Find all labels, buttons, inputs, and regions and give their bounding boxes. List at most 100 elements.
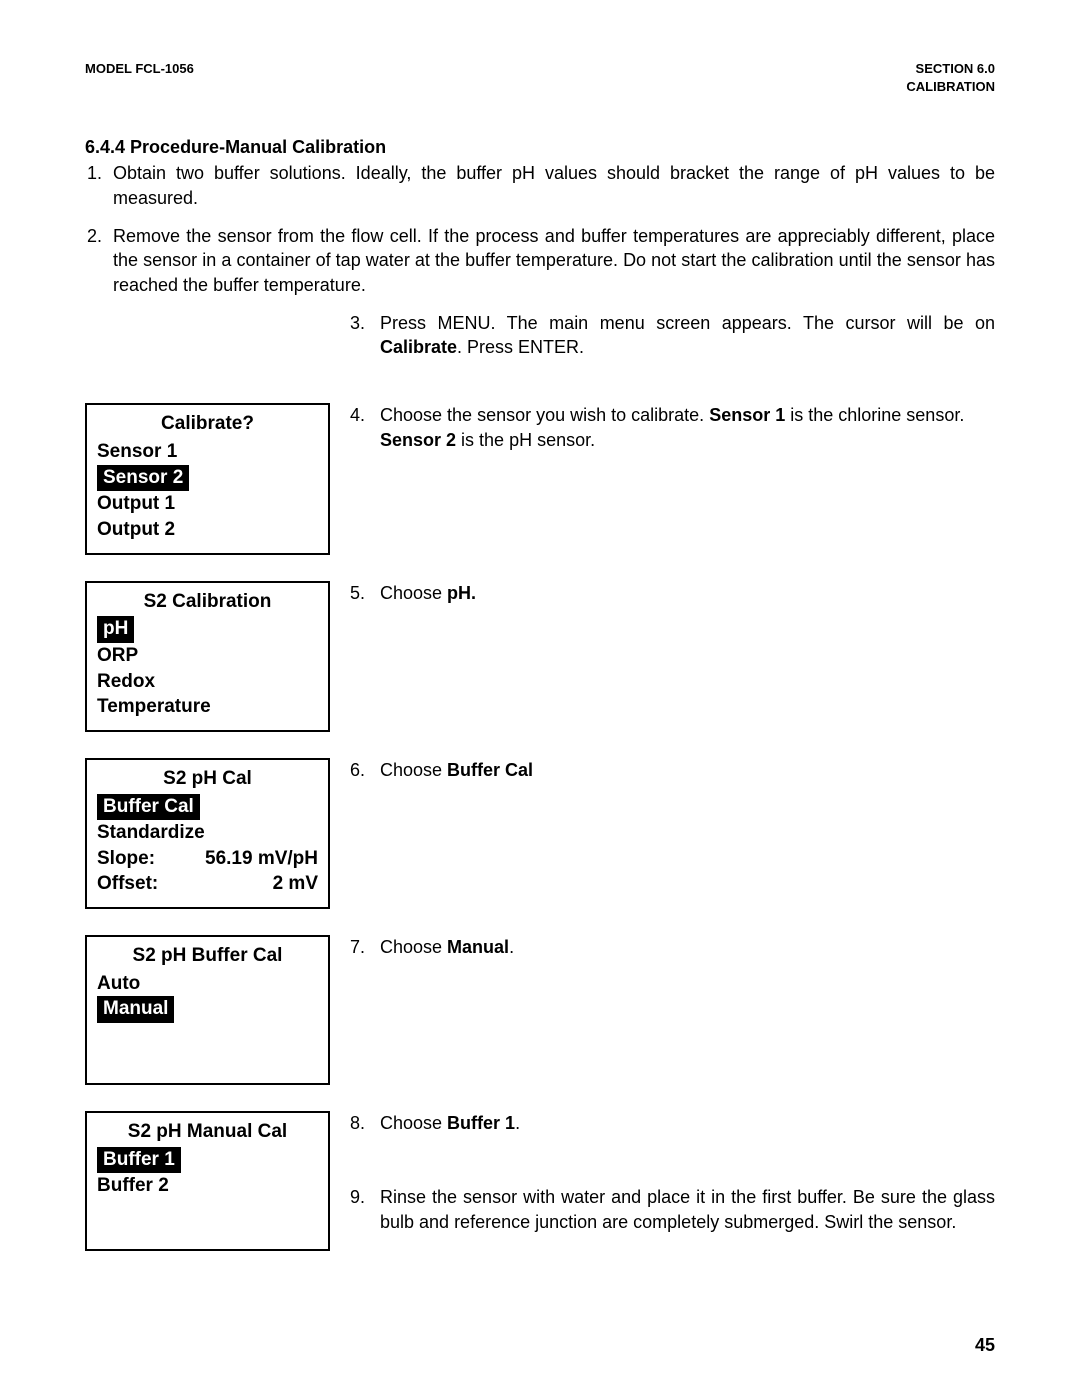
screen-offset: Offset: 2 mV [97,871,318,897]
instr-num: 6. [350,758,380,782]
t: Choose [380,583,447,603]
intro-item-1: 1. Obtain two buffer solutions. Ideally,… [85,161,995,210]
screen-s2-ph-buffer-cal: S2 pH Buffer Cal Auto Manual [85,935,330,1085]
instr-num: 8. [350,1111,380,1135]
t: . [509,937,514,957]
t: Redox [97,671,155,692]
section-heading: 6.4.4 Procedure-Manual Calibration [85,135,995,159]
t: Temperature [97,696,211,717]
t: ORP [97,645,138,666]
instr-num: 3. [350,311,380,360]
t: Standardize [97,822,205,843]
step-6: S2 pH Cal Buffer Cal Standardize Slope: … [85,758,995,909]
instruction-3: 3. Press MENU. The main menu screen appe… [350,311,995,360]
instr-text: Choose Manual. [380,935,995,959]
screen-title: S2 pH Manual Cal [97,1119,318,1145]
intro-text: Obtain two buffer solutions. Ideally, th… [113,161,995,210]
screen-item-highlighted: Buffer 1 [97,1147,318,1174]
header-section: SECTION 6.0 CALIBRATION [906,60,995,95]
t: . Press ENTER. [457,337,584,357]
screen-item: Auto [97,971,318,997]
screen-item-highlighted: Buffer Cal [97,794,318,821]
screen-col: S2 pH Cal Buffer Cal Standardize Slope: … [85,758,330,909]
instr-num: 9. [350,1185,380,1234]
t-bold: Buffer Cal [447,760,533,780]
instr-text: Choose pH. [380,581,995,605]
step-8: S2 pH Manual Cal Buffer 1 Buffer 2 8. Ch… [85,1111,995,1252]
screen-s2-ph-cal: S2 pH Cal Buffer Cal Standardize Slope: … [85,758,330,909]
t-bold: Manual [447,937,509,957]
offset-label: Offset: [97,871,158,897]
instr-col: 5. Choose pH. [330,581,995,623]
page-header: MODEL FCL-1056 SECTION 6.0 CALIBRATION [85,60,995,95]
t: Choose the sensor you wish to calibrate. [380,405,709,425]
screen-item-highlighted: Manual [97,996,318,1023]
page-number: 45 [975,1333,995,1357]
instr-col: 6. Choose Buffer Cal [330,758,995,800]
t-bold: Calibrate [380,337,457,357]
t: Output 2 [97,519,175,540]
screen-title: S2 Calibration [97,589,318,615]
screen-title: S2 pH Buffer Cal [97,943,318,969]
t: Output 1 [97,493,175,514]
t-hl: Buffer 1 [97,1147,181,1174]
instr-text: Choose Buffer 1. [380,1111,995,1135]
intro-num: 2. [85,224,113,297]
intro-num: 1. [85,161,113,210]
step-5: S2 Calibration pH ORP Redox Temperature … [85,581,995,732]
instr-col: 8. Choose Buffer 1. 9. Rinse the sensor … [330,1111,995,1252]
instr-num: 5. [350,581,380,605]
screen-col: Calibrate? Sensor 1 Sensor 2 Output 1 Ou… [85,403,330,554]
instruction-5: 5. Choose pH. [350,581,995,605]
t: is the chlorine sensor. [785,405,964,425]
screen-title: Calibrate? [97,411,318,437]
t-hl: pH [97,616,134,643]
t: Choose [380,1113,447,1133]
instr-col: 4. Choose the sensor you wish to calibra… [330,403,995,470]
screen-item: Temperature [97,694,318,720]
intro-item-2: 2. Remove the sensor from the flow cell.… [85,224,995,297]
t: Choose [380,937,447,957]
screen-slope: Slope: 56.19 mV/pH [97,846,318,872]
screen-s2-calibration: S2 Calibration pH ORP Redox Temperature [85,581,330,732]
screen-item: Standardize [97,820,318,846]
screen-item: Redox [97,669,318,695]
step-3: 3. Press MENU. The main menu screen appe… [85,311,995,378]
instr-col: 3. Press MENU. The main menu screen appe… [330,311,995,378]
t-hl: Buffer Cal [97,794,200,821]
screen-col: S2 pH Buffer Cal Auto Manual [85,935,330,1085]
instruction-8: 8. Choose Buffer 1. [350,1111,995,1135]
instruction-9: 9. Rinse the sensor with water and place… [350,1185,995,1234]
screen-col: S2 Calibration pH ORP Redox Temperature [85,581,330,732]
t-bold: Sensor 1 [709,405,785,425]
screen-item: Sensor 1 [97,439,318,465]
t: is the pH sensor. [456,430,595,450]
screen-item-highlighted: pH [97,616,318,643]
t-bold: Buffer 1 [447,1113,515,1133]
screen-item-highlighted: Sensor 2 [97,465,318,492]
intro-list: 1. Obtain two buffer solutions. Ideally,… [85,161,995,296]
intro-text: Remove the sensor from the flow cell. If… [113,224,995,297]
instruction-6: 6. Choose Buffer Cal [350,758,995,782]
instr-text: Rinse the sensor with water and place it… [380,1185,995,1234]
step-4: Calibrate? Sensor 1 Sensor 2 Output 1 Ou… [85,403,995,554]
t: Choose [380,760,447,780]
step-7: S2 pH Buffer Cal Auto Manual 7. Choose M… [85,935,995,1085]
header-section-line1: SECTION 6.0 [906,60,995,78]
screen-item: Output 1 [97,491,318,517]
screen-s2-ph-manual-cal: S2 pH Manual Cal Buffer 1 Buffer 2 [85,1111,330,1251]
screen-item: Output 2 [97,517,318,543]
instr-num: 4. [350,403,380,452]
screen-col: S2 pH Manual Cal Buffer 1 Buffer 2 [85,1111,330,1251]
instr-num: 7. [350,935,380,959]
t: Sensor 1 [97,441,177,462]
screen-title: S2 pH Cal [97,766,318,792]
header-section-line2: CALIBRATION [906,78,995,96]
instruction-4: 4. Choose the sensor you wish to calibra… [350,403,995,452]
t: Auto [97,973,140,994]
t-bold: Sensor 2 [380,430,456,450]
header-model: MODEL FCL-1056 [85,60,194,95]
t: Press MENU. The main menu screen appears… [380,313,995,333]
instruction-7: 7. Choose Manual. [350,935,995,959]
instr-text: Choose the sensor you wish to calibrate.… [380,403,995,452]
